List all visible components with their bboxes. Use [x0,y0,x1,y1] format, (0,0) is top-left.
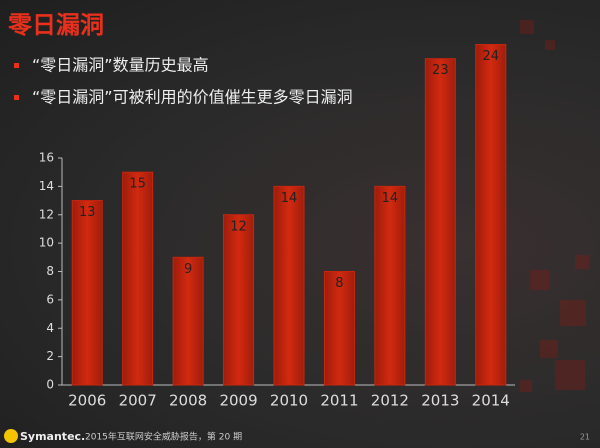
x-tick-label: 2014 [472,392,510,410]
page-number: 21 [580,433,590,442]
x-tick-label: 2008 [169,392,207,410]
value-label: 24 [483,49,500,64]
y-tick-label: 0 [46,378,54,392]
logo [4,429,18,443]
x-tick-label: 2009 [219,392,257,410]
x-tick-label: 2012 [371,392,409,410]
y-tick-label: 10 [39,236,54,250]
x-tick-label: 2010 [270,392,308,410]
bar [475,44,507,386]
brand: Symantec. [20,430,85,443]
bar [273,185,305,386]
y-tick-label: 4 [46,321,54,335]
decoration [520,20,589,392]
bar [122,171,154,386]
value-label: 14 [382,191,399,206]
bar [223,214,255,386]
value-label: 23 [432,63,449,78]
y-tick-label: 6 [46,292,54,306]
bullet-icon [14,95,19,100]
bar [424,58,456,386]
footer-text: 2015年互联网安全威胁报告，第 20 期 [85,431,242,443]
value-label: 15 [129,177,146,192]
value-label: 13 [79,205,96,220]
x-tick-label: 2006 [68,392,106,410]
slide-title: 零日漏洞 [7,11,104,39]
bar [374,185,406,386]
value-label: 12 [230,219,247,234]
x-tick-label: 2007 [119,392,157,410]
bar [71,200,103,386]
bullet: “零日漏洞”数量历史最高 [32,56,209,75]
x-tick-label: 2011 [320,392,358,410]
value-label: 14 [281,191,298,206]
y-tick-label: 14 [39,179,54,193]
y-tick-label: 16 [39,151,54,165]
value-label: 8 [335,276,343,291]
bullet: “零日漏洞”可被利用的价值催生更多零日漏洞 [32,88,353,107]
y-tick-label: 8 [46,264,54,278]
x-tick-label: 2013 [421,392,459,410]
bullet-icon [14,63,19,68]
y-tick-label: 12 [39,207,54,221]
y-tick-label: 2 [46,349,54,363]
value-label: 9 [184,262,192,277]
bar [172,256,204,386]
bar [323,271,355,386]
